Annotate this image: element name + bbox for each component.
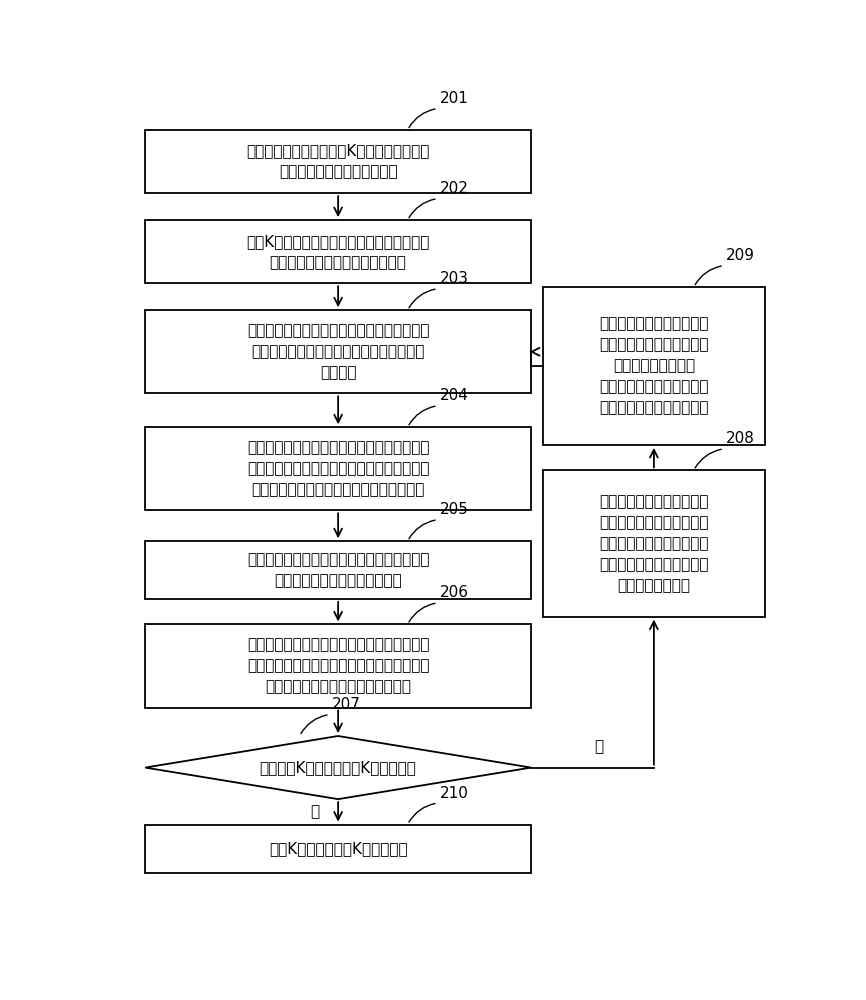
Text: 204: 204 bbox=[440, 388, 469, 403]
Text: 获取超材料的工作频段、K个结构基元的目标
电磁响应集合和误差阈值集合: 获取超材料的工作频段、K个结构基元的目标 电磁响应集合和误差阈值集合 bbox=[247, 144, 430, 180]
Text: 205: 205 bbox=[440, 502, 469, 517]
Bar bbox=[145, 130, 531, 193]
Bar bbox=[145, 825, 531, 873]
Text: 208: 208 bbox=[726, 431, 755, 446]
Text: 209: 209 bbox=[726, 248, 755, 263]
Text: 210: 210 bbox=[440, 786, 469, 801]
Bar bbox=[145, 624, 531, 708]
Bar bbox=[145, 427, 531, 510]
Text: 通过最大化平均得分函数得到新的几何参数，
仿真产生新的几何参数对应的电磁响应，计算
新的几何参数对应的均值和对数方差: 通过最大化平均得分函数得到新的几何参数， 仿真产生新的几何参数对应的电磁响应，计… bbox=[247, 637, 430, 694]
Bar bbox=[543, 287, 765, 445]
Bar bbox=[145, 541, 531, 599]
Text: 是否找到K个结构基元的K个目标设计: 是否找到K个结构基元的K个目标设计 bbox=[260, 760, 417, 775]
Text: 定义均值函数和对数方差函数，根据电磁响应
集合计算实验点集合对应的均值集合和对数
方差集合: 定义均值函数和对数方差函数，根据电磁响应 集合计算实验点集合对应的均值集合和对数… bbox=[247, 323, 430, 380]
Text: 202: 202 bbox=[440, 181, 469, 196]
Text: 根据均值集合和对数方差集合，用两个独立的
高斯过程模型对均值函数和对数方差函数建模
，得到均值函数和对数方差函数的后验分布: 根据均值集合和对数方差集合，用两个独立的 高斯过程模型对均值函数和对数方差函数建… bbox=[247, 440, 430, 497]
Text: 206: 206 bbox=[440, 585, 469, 600]
Text: 203: 203 bbox=[440, 271, 469, 286]
Text: 选择K个结构基元的初始的实验点集合，在实
验点集合上仿真产生电磁响应集合: 选择K个结构基元的初始的实验点集合，在实 验点集合上仿真产生电磁响应集合 bbox=[247, 234, 430, 270]
Bar bbox=[543, 470, 765, 617]
Text: 判断新的几何参数是否为目
标设计，若新的几何参数为
目标设计，则从剩余
目标电磁响应集合移除该目
标设计对应的目标电磁响应: 判断新的几何参数是否为目 标设计，若新的几何参数为 目标设计，则从剩余 目标电磁… bbox=[599, 317, 708, 416]
Polygon shape bbox=[145, 736, 531, 799]
Text: 否: 否 bbox=[595, 739, 604, 754]
Text: 将新的几何参数加入实验点
集合，将新的几何参数对应
的均值加入均值集合，将新
的几何参数对应的对数方差
加入对数方差集合: 将新的几何参数加入实验点 集合，将新的几何参数对应 的均值加入均值集合，将新 的… bbox=[599, 494, 708, 593]
Bar bbox=[145, 310, 531, 393]
Text: 207: 207 bbox=[332, 697, 360, 712]
Text: 输出K个结构基元的K个目标设计: 输出K个结构基元的K个目标设计 bbox=[268, 841, 407, 856]
Text: 是: 是 bbox=[310, 804, 320, 819]
Bar bbox=[145, 220, 531, 283]
Text: 根据均值函数和对数方差函数的后验分布，计
算剩余结构基元的平均得分函数: 根据均值函数和对数方差函数的后验分布，计 算剩余结构基元的平均得分函数 bbox=[247, 552, 430, 588]
Text: 201: 201 bbox=[440, 91, 469, 106]
